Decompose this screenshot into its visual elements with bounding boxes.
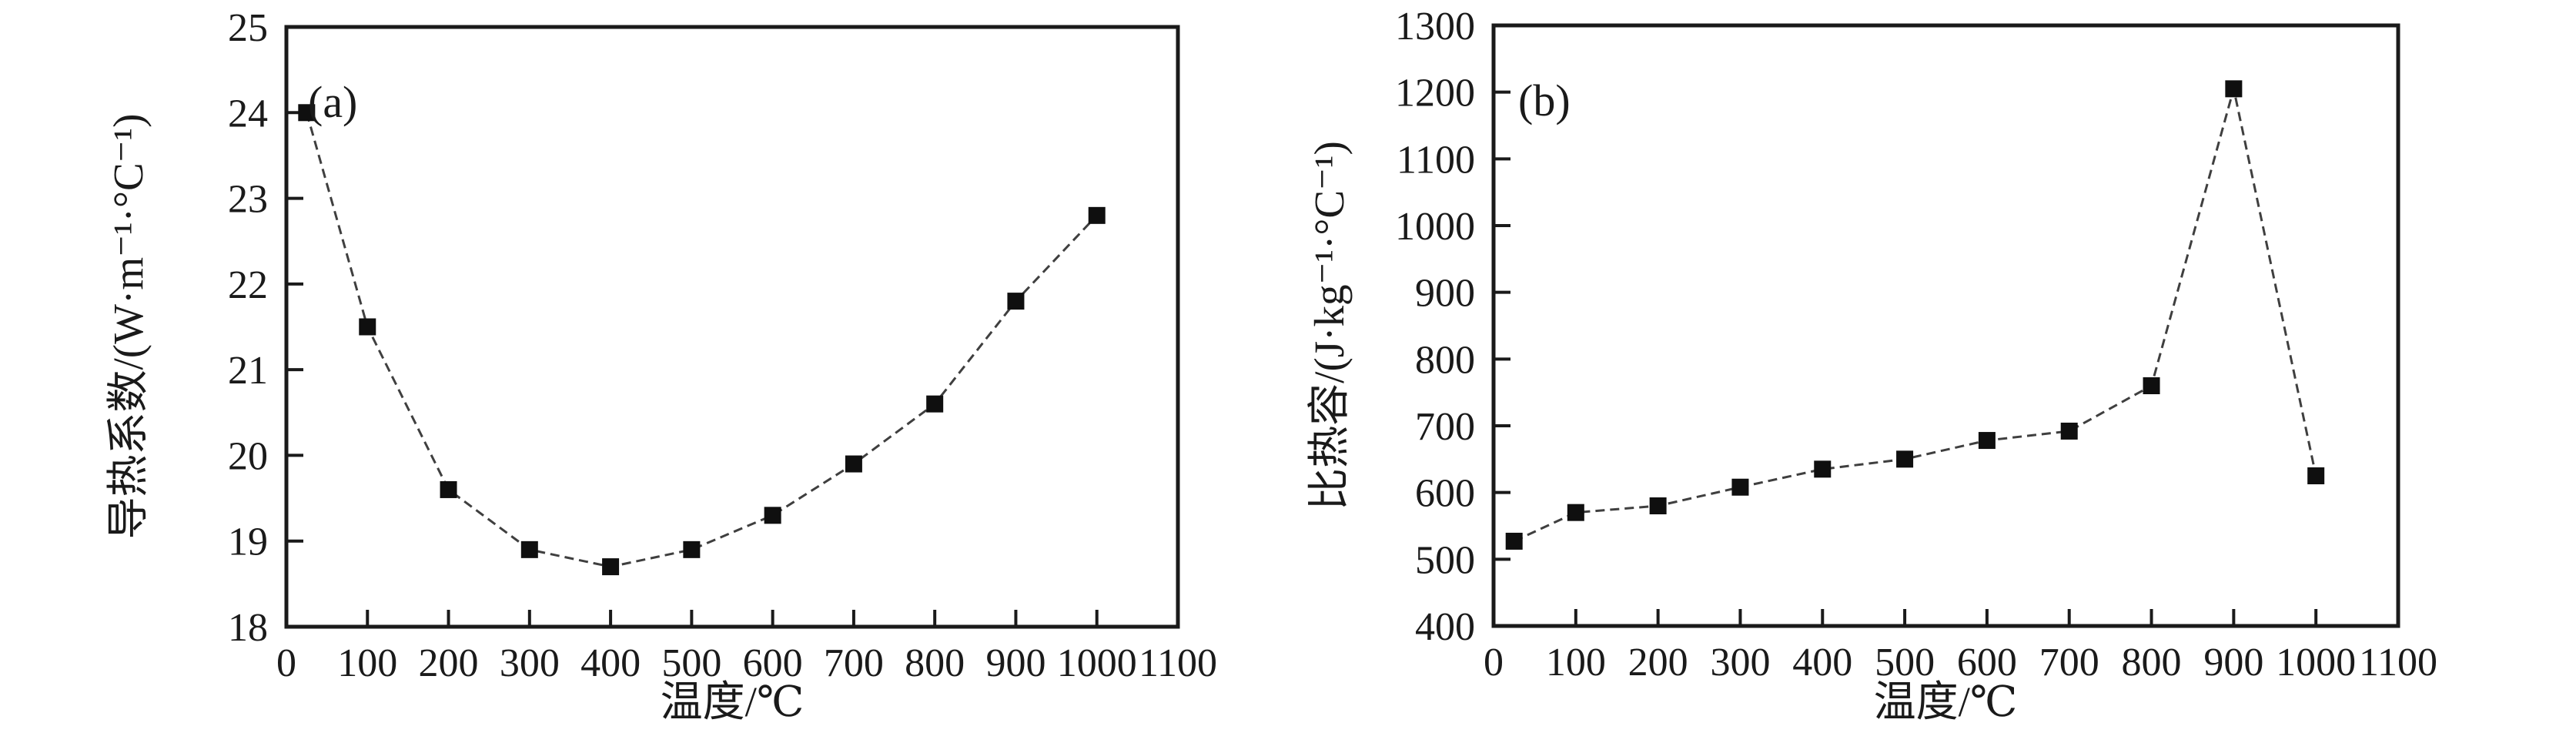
data-point — [1978, 432, 1996, 450]
y-tick-label: 22 — [228, 263, 268, 307]
series-line — [305, 112, 1098, 568]
y-tick-label: 800 — [1415, 338, 1475, 382]
x-tick-label: 700 — [824, 641, 884, 685]
data-point — [2307, 467, 2325, 484]
x-tick-label: 600 — [1957, 641, 2017, 684]
data-point — [602, 558, 620, 576]
data-point — [2143, 377, 2160, 394]
data-point — [683, 540, 701, 558]
chart-a-ylabel: 导热系数/(W·m⁻¹·°C⁻¹) — [105, 114, 152, 540]
data-point — [520, 540, 538, 558]
x-tick-label: 1100 — [1139, 641, 1217, 685]
chart-b-plot: 0 100 200 300 400 500 600 700 800 900 1000 11004005… — [1395, 5, 2437, 684]
chart-a-plot: 0 100 200 300 400 500 600 700 800 900 1000 1100 18 19… — [228, 6, 1217, 685]
chart-b-panel-label: (b) — [1518, 75, 1571, 126]
y-tick-label: 400 — [1415, 605, 1475, 649]
chart-a-panel: 0 100 200 300 400 500 600 700 800 900 1000 1100 18 19… — [105, 6, 1217, 725]
data-point — [1567, 504, 1584, 521]
x-tick-label: 0 — [276, 641, 296, 685]
x-tick-label: 400 — [1792, 641, 1852, 684]
x-tick-label: 200 — [1628, 641, 1688, 684]
x-tick-label: 800 — [905, 641, 965, 685]
chart-b-panel: 0 100 200 300 400 500 600 700 800 900 1000 11004005… — [1306, 5, 2437, 725]
y-tick-label: 21 — [228, 349, 268, 393]
series-line — [1514, 88, 2317, 543]
data-point — [1649, 497, 1667, 514]
x-tick-label: 0 — [1484, 641, 1504, 684]
chart-b-plot-border — [1491, 23, 2400, 628]
y-tick-label: 18 — [228, 606, 268, 650]
y-tick-label: 500 — [1415, 538, 1475, 582]
y-tick-label: 1200 — [1395, 72, 1475, 115]
data-point — [1505, 532, 1523, 550]
x-tick-label: 400 — [580, 641, 641, 685]
x-tick-label: 600 — [743, 641, 803, 685]
x-tick-label: 100 — [337, 641, 397, 685]
x-tick-label: 300 — [1710, 641, 1770, 684]
y-tick-label: 1300 — [1395, 5, 1475, 49]
data-point — [1814, 460, 1832, 478]
data-point — [298, 104, 316, 122]
x-tick-label: 700 — [2039, 641, 2099, 684]
y-tick-label: 25 — [228, 6, 268, 50]
x-tick-label: 900 — [2203, 641, 2263, 684]
data-point — [2060, 422, 2078, 440]
x-tick-label: 1100 — [2359, 641, 2437, 684]
data-point — [440, 480, 457, 498]
chart-a-panel-label: (a) — [308, 77, 357, 127]
data-point — [926, 395, 944, 413]
y-tick-label: 20 — [228, 434, 268, 478]
data-point — [359, 318, 376, 336]
chart-a-xlabel: 温度/℃ — [661, 678, 805, 725]
y-tick-label: 1100 — [1397, 138, 1475, 182]
data-point — [1088, 206, 1106, 224]
data-point — [845, 455, 862, 473]
x-tick-label: 500 — [1875, 641, 1935, 684]
y-tick-label: 19 — [228, 520, 268, 564]
x-tick-label: 1000 — [1057, 641, 1137, 685]
chart-b-ylabel: 比热容/(J·kg⁻¹·°C⁻¹) — [1306, 141, 1353, 510]
chart-b-xlabel: 温度/℃ — [1874, 678, 2018, 725]
y-tick-label: 23 — [228, 178, 268, 222]
data-point — [764, 507, 781, 524]
chart-a-plot-border — [284, 25, 1180, 629]
x-tick-label: 900 — [985, 641, 1045, 685]
data-point — [1896, 450, 1914, 468]
data-point — [1731, 478, 1749, 496]
x-tick-label: 100 — [1546, 641, 1606, 684]
y-tick-label: 900 — [1415, 272, 1475, 316]
x-tick-label: 200 — [419, 641, 479, 685]
y-tick-label: 600 — [1415, 472, 1475, 516]
x-tick-label: 1000 — [2276, 641, 2356, 684]
y-tick-label: 24 — [228, 92, 268, 136]
x-tick-label: 800 — [2122, 641, 2182, 684]
y-tick-label: 700 — [1415, 405, 1475, 449]
data-point — [2225, 80, 2243, 98]
x-tick-label: 500 — [661, 641, 721, 685]
x-tick-label: 300 — [500, 641, 560, 685]
data-point — [1007, 293, 1025, 310]
y-tick-label: 1000 — [1395, 205, 1475, 249]
